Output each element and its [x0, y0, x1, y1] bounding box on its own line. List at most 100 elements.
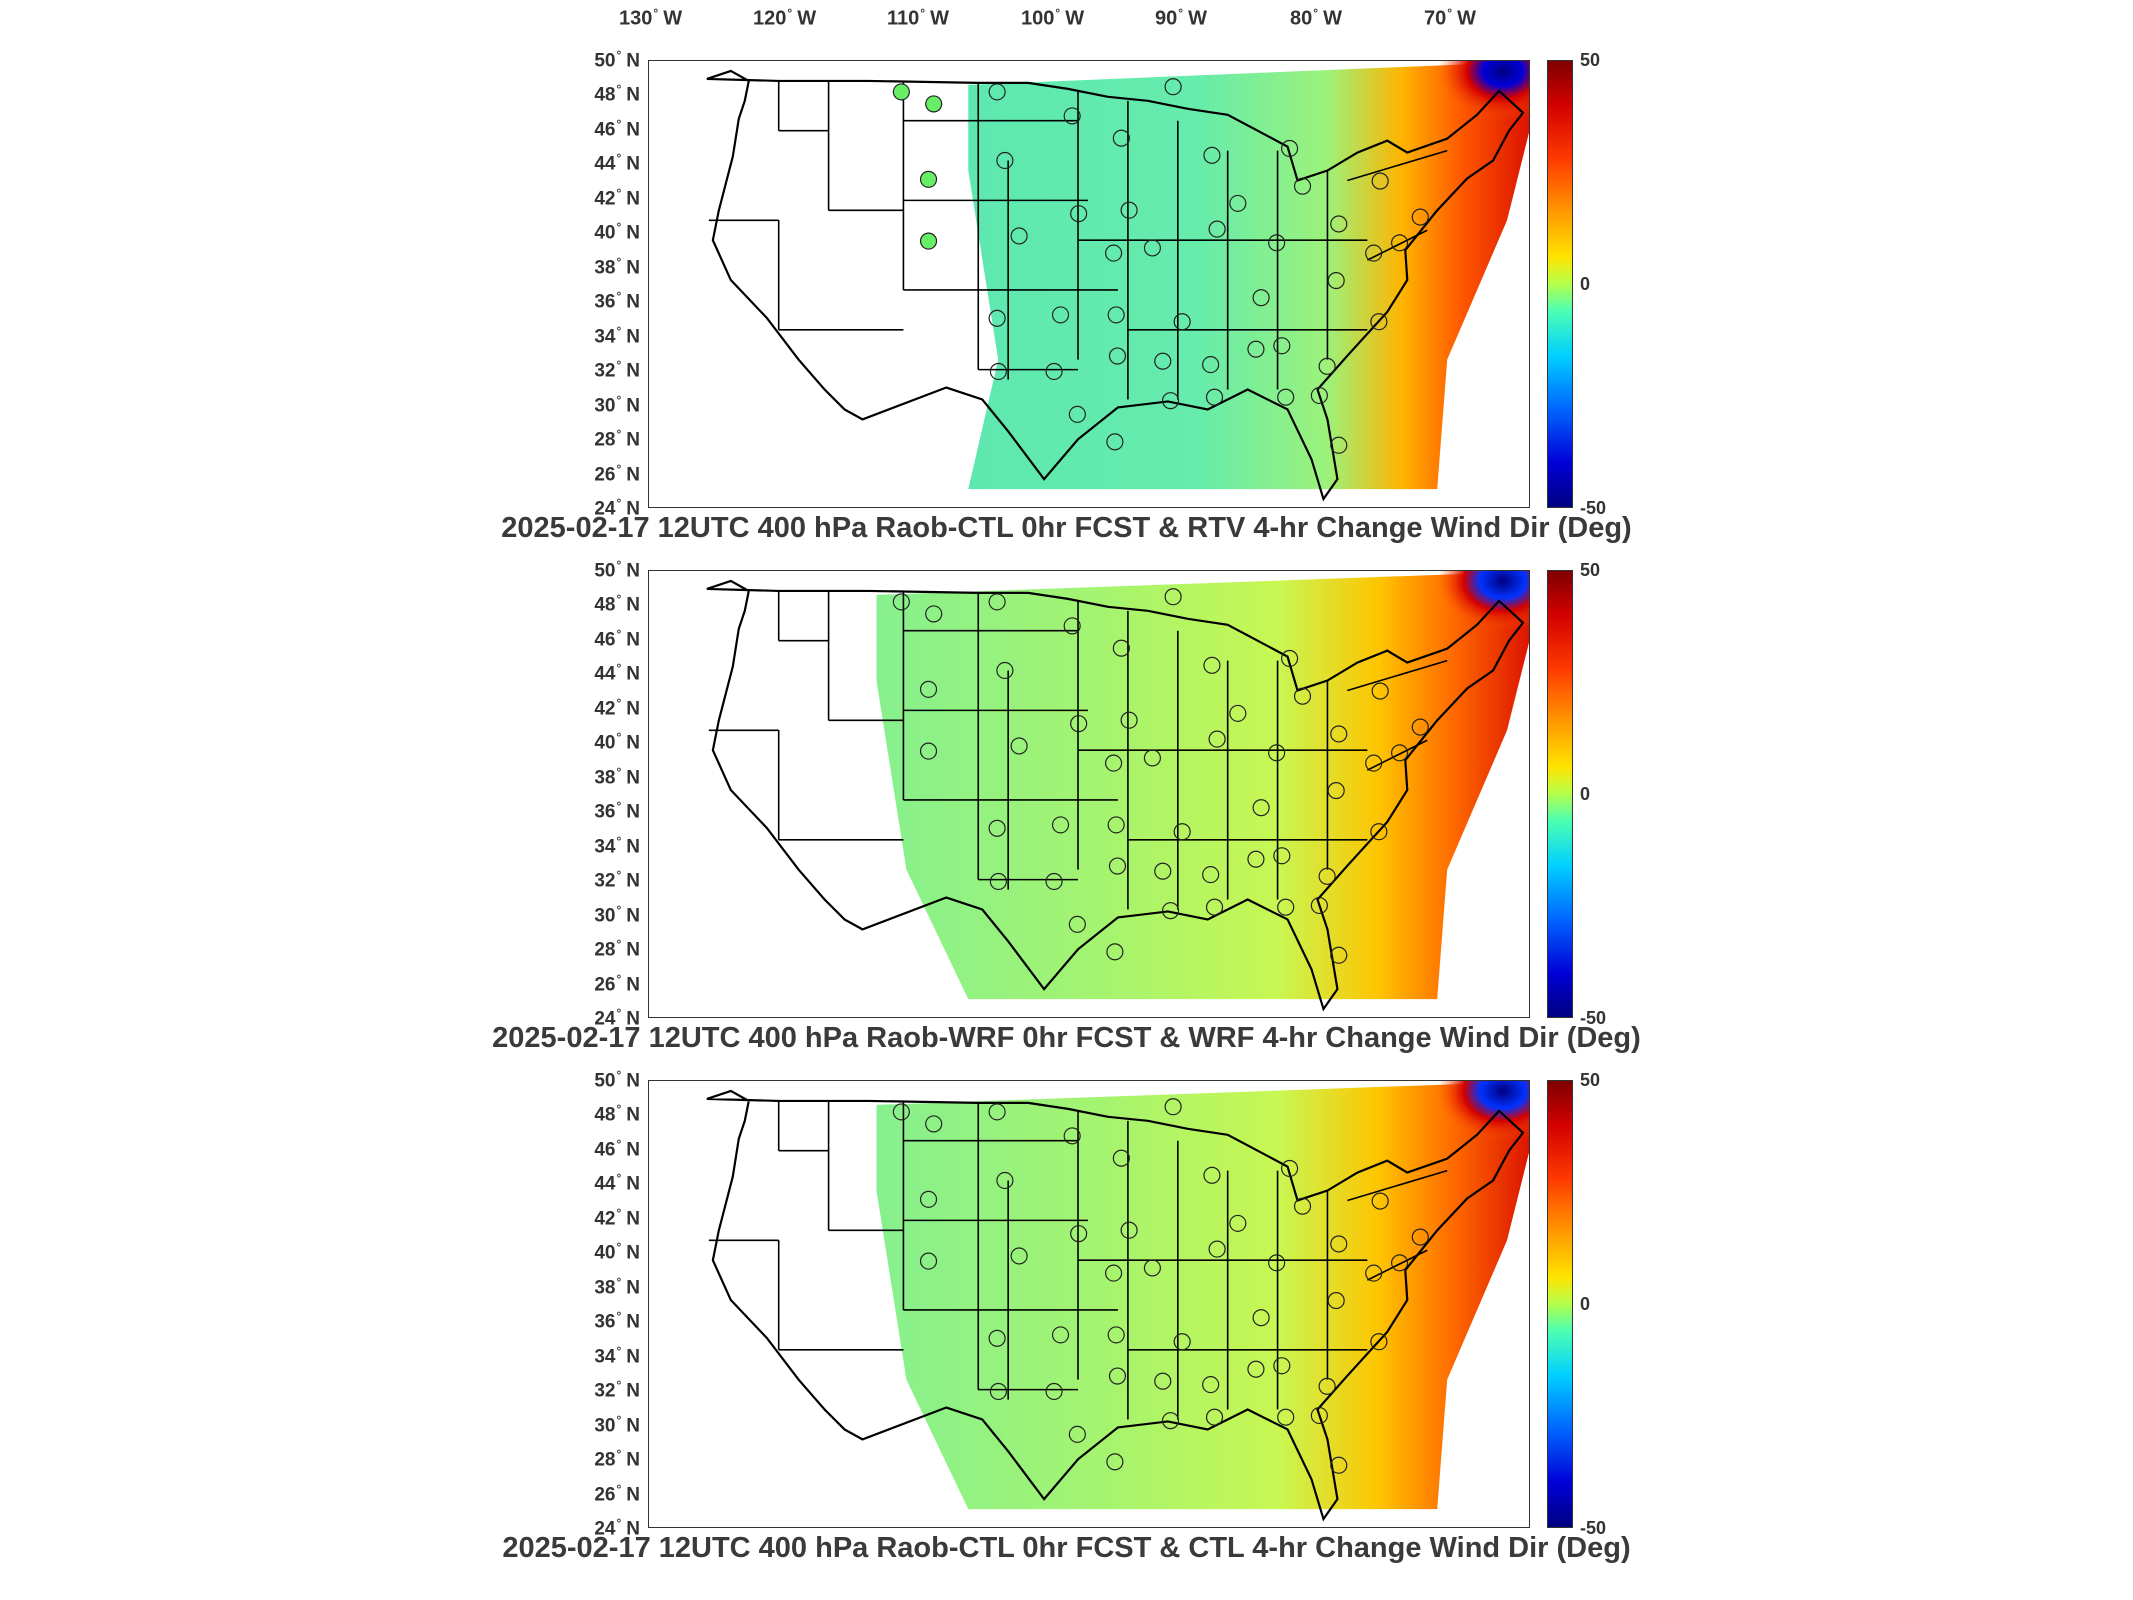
- latitude-label: 24° N: [594, 1006, 640, 1030]
- raob-station-marker: [1247, 850, 1265, 868]
- raob-station-marker: [1120, 711, 1138, 729]
- raob-station-marker: [1365, 244, 1383, 262]
- raob-station-marker: [1068, 915, 1086, 933]
- raob-station-marker: [1063, 617, 1081, 635]
- raob-station-marker: [1252, 799, 1270, 817]
- raob-station-marker: [1330, 1235, 1348, 1253]
- longitude-label: 120° W: [753, 6, 817, 30]
- map-frame: [648, 570, 1530, 1018]
- raob-station-marker: [989, 362, 1007, 381]
- raob-station-marker: [1112, 129, 1130, 147]
- raob-station-marker: [1161, 902, 1180, 920]
- latitude-label: 26° N: [594, 461, 640, 485]
- latitude-label: 50° N: [594, 558, 640, 582]
- panel-title: 2025-02-17 12UTC 400 hPa Raob-WRF 0hr FC…: [492, 1022, 1641, 1054]
- raob-station-marker: [996, 661, 1014, 680]
- map-panel-rtv: 50° N 48° N 46° N 44° N 42° N 40° N 38° N 36° N 34° N 32° N…: [0, 48, 2133, 570]
- longitude-label: 90° W: [1155, 6, 1207, 30]
- raob-station-marker: [1365, 754, 1383, 772]
- latitude-label: 38° N: [594, 1274, 640, 1299]
- raob-station-marker: [1411, 1228, 1429, 1246]
- raob-station-marker: [1068, 405, 1086, 423]
- latitude-label: 34° N: [594, 1343, 640, 1368]
- raob-station-marker: [1203, 656, 1221, 674]
- raob-station-marker: [892, 1103, 910, 1121]
- latitude-label: 28° N: [594, 427, 640, 451]
- state-boundary: [1347, 149, 1448, 182]
- raob-station-marker: [1063, 1127, 1081, 1145]
- raob-station-marker: [1112, 639, 1130, 657]
- raob-station-marker: [1277, 898, 1295, 916]
- raob-station-marker: [1045, 872, 1063, 891]
- raob-station-marker: [1154, 862, 1172, 880]
- raob-station-marker: [1268, 234, 1286, 252]
- raob-station-marker: [988, 309, 1006, 327]
- colorbar-mid-label: 0: [1580, 784, 1591, 804]
- latitude-label: 48° N: [594, 592, 640, 616]
- colorbar-max-label: 50: [1580, 1070, 1601, 1090]
- raob-station-marker: [1107, 816, 1125, 834]
- raob-station-marker: [1164, 1098, 1182, 1116]
- raob-station-marker: [919, 1190, 938, 1208]
- raob-station-marker: [1010, 227, 1028, 245]
- raob-station-marker: [925, 1115, 943, 1133]
- latitude-label: 28° N: [594, 1447, 640, 1471]
- latitude-label: 40° N: [594, 730, 640, 754]
- latitude-label: 38° N: [594, 764, 640, 789]
- raob-station-marker: [1105, 754, 1123, 772]
- raob-station-marker: [1370, 313, 1388, 331]
- raob-station-marker: [1318, 357, 1336, 375]
- raob-station-marker: [1154, 352, 1172, 370]
- raob-station-marker: [1202, 866, 1220, 884]
- state-boundary: [1347, 1169, 1448, 1202]
- panel-title: 2025-02-17 12UTC 400 hPa Raob-CTL 0hr FC…: [502, 1532, 1631, 1564]
- raob-station-marker: [1391, 1254, 1409, 1272]
- raob-station-marker: [1229, 1214, 1247, 1232]
- raob-station-marker: [919, 680, 938, 698]
- colorbar-min-label: -50: [1580, 498, 1607, 518]
- raob-station-marker: [1247, 1360, 1265, 1378]
- raob-station-marker: [1106, 433, 1124, 451]
- longitude-label: 100° W: [1021, 6, 1085, 30]
- raob-station-marker: [1330, 725, 1348, 743]
- raob-station-marker: [1268, 1254, 1286, 1272]
- latitude-label: 44° N: [594, 151, 640, 175]
- latitude-label: 46° N: [594, 1136, 640, 1161]
- raob-station-marker: [892, 593, 910, 611]
- raob-station-marker: [1173, 1333, 1191, 1351]
- raob-station-marker: [1105, 244, 1123, 262]
- latitude-label: 40° N: [594, 220, 640, 244]
- raob-station-marker: [1371, 1192, 1389, 1210]
- raob-station-marker: [1161, 1412, 1180, 1430]
- raob-station-marker: [988, 83, 1006, 101]
- raob-station-marker: [1252, 289, 1270, 307]
- raob-station-marker: [1411, 208, 1429, 226]
- latitude-label: 28° N: [594, 937, 640, 961]
- raob-station-marker: [1202, 1376, 1220, 1394]
- raob-station-marker: [1327, 272, 1345, 290]
- raob-station-marker: [1205, 898, 1224, 916]
- northeast-extreme-area: [1267, 1081, 1529, 1281]
- raob-station-marker: [1229, 704, 1247, 722]
- latitude-label: 32° N: [594, 868, 640, 892]
- raob-station-marker: [1371, 682, 1389, 700]
- latitude-label: 26° N: [594, 971, 640, 995]
- latitude-label: 30° N: [594, 1412, 640, 1436]
- raob-station-marker: [1330, 215, 1348, 233]
- latitude-label: 36° N: [594, 1309, 640, 1333]
- raob-station-marker: [1205, 1408, 1224, 1426]
- latitude-label: 34° N: [594, 323, 640, 348]
- latitude-label: 42° N: [594, 695, 640, 720]
- raob-station-marker: [1229, 194, 1247, 212]
- latitude-label: 34° N: [594, 833, 640, 858]
- raob-station-marker: [1277, 1408, 1295, 1426]
- raob-station-marker: [1273, 1357, 1291, 1375]
- latitude-label: 46° N: [594, 116, 640, 141]
- raob-station-marker: [1063, 107, 1081, 125]
- raob-station-marker: [1208, 730, 1226, 748]
- raob-station-marker: [989, 1382, 1007, 1401]
- raob-station-marker: [1391, 234, 1409, 252]
- latitude-label: 46° N: [594, 626, 640, 651]
- raob-station-marker: [1143, 1259, 1161, 1277]
- state-boundary: [1367, 229, 1428, 261]
